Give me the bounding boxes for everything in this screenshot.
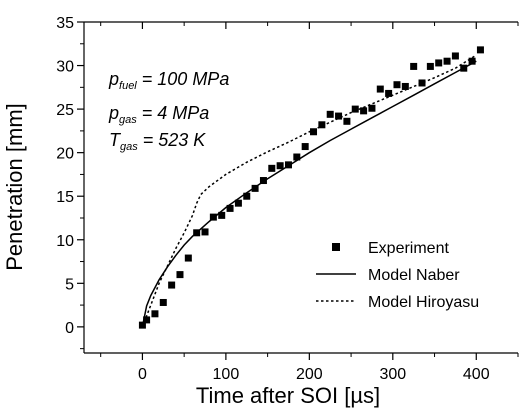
experiment-point — [138, 321, 146, 329]
experiment-point — [393, 81, 401, 89]
annotation-fuel: pfuel = 100 MPa — [108, 69, 229, 92]
y-tick-label: 25 — [56, 102, 74, 119]
x-tick-label: 400 — [463, 366, 490, 383]
experiment-point — [268, 164, 276, 172]
experiment-point — [234, 199, 242, 207]
x-tick-label: 300 — [379, 366, 406, 383]
x-tick-label: 100 — [213, 366, 240, 383]
experiment-point — [284, 161, 292, 169]
experiment-point — [318, 121, 326, 129]
legend: Experiment Model Naber Model Hiroyasu — [316, 240, 479, 311]
experiment-point — [468, 57, 476, 65]
annotation-subscript: gas — [120, 141, 138, 153]
experiment-point — [310, 128, 318, 136]
experiment-point — [218, 211, 226, 219]
experiment-point — [410, 62, 418, 70]
annotation-gas: Tgas = 523 K — [109, 130, 206, 153]
x-tick-label: 200 — [296, 366, 323, 383]
legend-label: Model Naber — [368, 267, 460, 284]
experiment-point — [143, 316, 151, 324]
experiment-point — [426, 62, 434, 70]
annotation-var: p — [108, 103, 119, 123]
experiment-point — [385, 89, 393, 97]
experiment-point — [193, 229, 201, 237]
legend-label: Experiment — [368, 240, 449, 257]
annotation-gas: pgas = 4 MPa — [108, 103, 209, 126]
experiment-point — [209, 213, 217, 221]
experiment-point — [293, 153, 301, 161]
y-tick-label: 30 — [56, 59, 74, 76]
annotation-var: T — [109, 130, 122, 150]
experiment-point — [326, 110, 334, 118]
annotation-var: p — [108, 69, 119, 89]
y-axis: 0 5 10 15 20 25 30 35 — [56, 15, 84, 350]
experiment-point — [418, 79, 426, 87]
experiment-point — [335, 112, 343, 120]
naber-line — [141, 60, 477, 328]
x-axis: 0 100 200 300 400 — [100, 22, 519, 383]
experiment-point — [443, 57, 451, 65]
experiment-point — [168, 281, 176, 289]
experiment-point — [360, 107, 368, 115]
y-tick-label: 10 — [56, 233, 74, 250]
x-axis-label: Time after SOI [µs] — [196, 383, 380, 408]
experiment-point — [276, 162, 284, 170]
experiment-point — [226, 204, 234, 212]
experiment-point — [301, 143, 309, 151]
x-tick-label: 0 — [138, 366, 147, 383]
y-tick-label: 20 — [56, 146, 74, 163]
legend-marker-experiment — [332, 243, 340, 251]
experiment-point — [151, 310, 159, 318]
y-tick-label: 5 — [65, 276, 74, 293]
annotation-subscript: fuel — [119, 80, 137, 92]
y-tick-label: 0 — [65, 320, 74, 337]
experiment-point — [376, 85, 384, 93]
series-layer — [138, 46, 484, 329]
experiment-point — [159, 298, 167, 306]
experiment-point — [259, 177, 267, 185]
experiment-point — [343, 117, 351, 125]
experiment-point — [184, 254, 192, 262]
experiment-point — [243, 192, 251, 200]
hiroyasu-line — [141, 54, 477, 328]
experiment-point — [351, 105, 359, 113]
experiment-point — [435, 59, 443, 67]
annotation-subscript: gas — [119, 114, 137, 126]
annotation-value: = 100 MPa — [137, 69, 230, 89]
experiment-point — [368, 104, 376, 112]
y-axis-label: Penetration [mm] — [2, 103, 27, 271]
y-tick-label: 35 — [56, 15, 74, 32]
experiment-point — [476, 46, 484, 54]
experiment-point — [251, 184, 259, 192]
legend-label: Model Hiroyasu — [368, 294, 479, 311]
experiment-point — [176, 271, 184, 279]
annotation-value: = 4 MPa — [137, 103, 210, 123]
experiment-point — [201, 228, 209, 236]
plot-frame — [83, 21, 518, 354]
experiment-point — [401, 82, 409, 90]
experiment-point — [451, 52, 459, 60]
annotation-value: = 523 K — [138, 130, 207, 150]
experiment-point — [460, 64, 468, 72]
y-tick-label: 15 — [56, 189, 74, 206]
